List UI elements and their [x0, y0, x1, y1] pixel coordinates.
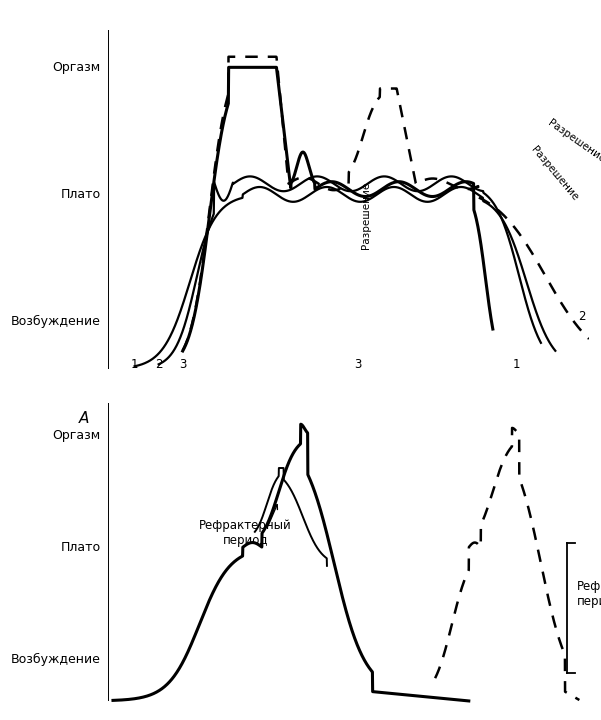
- Text: Разрешение: Разрешение: [529, 144, 580, 202]
- Text: А: А: [79, 411, 90, 426]
- Text: Рефрактерный
период: Рефрактерный период: [577, 580, 601, 608]
- Text: Рефрактерный
период: Рефрактерный период: [199, 519, 291, 547]
- Text: 3: 3: [179, 359, 186, 372]
- Text: 2: 2: [578, 310, 585, 323]
- Text: Разрешение: Разрешение: [361, 182, 371, 249]
- Text: Возбуждение: Возбуждение: [11, 315, 101, 328]
- Text: Разрешение: Разрешение: [546, 118, 601, 165]
- Text: 1: 1: [513, 359, 520, 372]
- Text: Плато: Плато: [61, 541, 101, 554]
- Text: 2: 2: [155, 359, 162, 372]
- Text: 1: 1: [131, 359, 138, 372]
- Text: Возбуждение: Возбуждение: [11, 652, 101, 665]
- Text: Оргазм: Оргазм: [53, 61, 101, 74]
- Text: Оргазм: Оргазм: [53, 429, 101, 442]
- Text: 3: 3: [355, 359, 362, 372]
- Text: Плато: Плато: [61, 188, 101, 201]
